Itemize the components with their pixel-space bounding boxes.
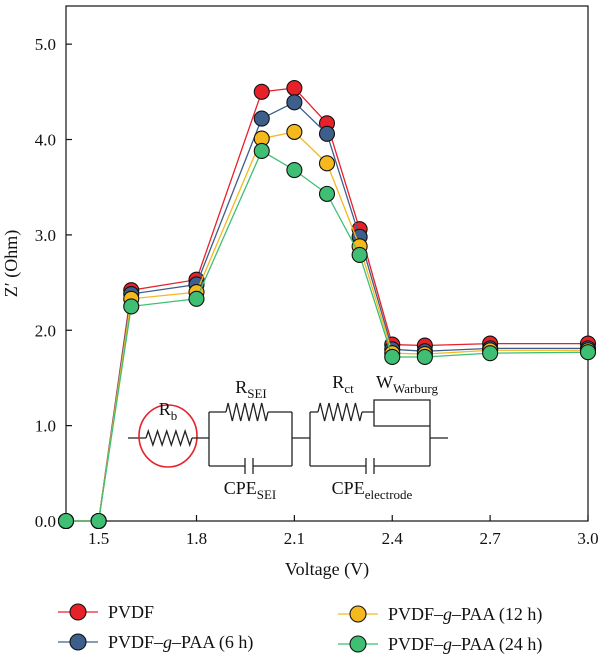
warburg-label: WWarburg: [376, 372, 438, 396]
cpe-sei-label: CPESEI: [224, 478, 277, 502]
rb-label: Rb: [159, 399, 178, 423]
data-point: [188, 290, 205, 307]
data-point: [384, 348, 401, 366]
legend-label: PVDF–g–PAA (24 h): [388, 634, 542, 655]
data-point: [253, 142, 270, 160]
data-point: [351, 246, 368, 263]
series-layer: [57, 79, 597, 530]
data-point: [253, 83, 270, 100]
y-tick-label: 1.0: [35, 417, 56, 436]
plot-frame: [65, 5, 589, 522]
resistor-rb: [145, 428, 193, 448]
y-tick-label: 2.0: [35, 321, 56, 340]
data-point: [123, 298, 140, 315]
data-point: [318, 125, 336, 142]
legend-item-3: PVDF–g–PAA (24 h): [338, 634, 542, 655]
data-point: [286, 161, 303, 179]
data-point: [416, 348, 433, 366]
x-tick-label: 2.1: [284, 529, 305, 548]
y-tick-label: 0.0: [35, 512, 56, 531]
data-point: [286, 79, 303, 97]
data-point: [579, 344, 597, 361]
legend-label: PVDF: [108, 602, 154, 622]
legend-marker: [349, 605, 367, 623]
series-line: [66, 150, 589, 522]
legend-label: PVDF–g–PAA (12 h): [388, 604, 542, 625]
wire: [208, 411, 293, 467]
x-tick-label: 1.8: [186, 529, 207, 548]
capacitor-cpe-electrode: [365, 458, 375, 474]
cpe-electrode-label: CPEelectrode: [332, 478, 413, 502]
data-point: [286, 94, 303, 111]
legend-item-2: PVDF–g–PAA (12 h): [338, 604, 542, 625]
rsei-label: RSEI: [235, 377, 267, 401]
legend-marker: [69, 633, 87, 651]
rb-highlight-circle: [138, 404, 198, 468]
x-tick-label: 2.7: [480, 529, 502, 548]
legend-item-0: PVDF: [58, 602, 154, 622]
x-tick-label: 3.0: [577, 529, 598, 548]
y-axis-title: Z′ (Ohm): [1, 230, 22, 297]
resistor-rct: [317, 402, 363, 422]
data-point: [57, 512, 75, 530]
data-point: [318, 155, 336, 172]
data-point: [90, 512, 107, 530]
data-point: [253, 110, 270, 127]
series-line: [66, 131, 588, 522]
wire: [309, 399, 431, 467]
y-tick-label: 3.0: [35, 226, 56, 245]
capacitor-cpe-sei: [244, 458, 254, 474]
legend-marker: [69, 603, 87, 621]
data-point: [286, 123, 303, 140]
x-axis-title: Voltage (V): [285, 559, 369, 580]
y-tick-label: 4.0: [35, 131, 56, 150]
x-tick-label: 2.4: [382, 529, 404, 548]
data-point: [482, 345, 499, 362]
legend-label: PVDF–g–PAA (6 h): [108, 632, 253, 653]
legend-marker: [349, 635, 367, 653]
series-2: [57, 123, 597, 530]
x-tick-label: 1.5: [88, 529, 109, 548]
axes-layer: 1.5 1.8 2.1 2.4 2.7 3.0 0.0 1.0 2.0 3.0 4.0 5.0 Volt…: [1, 5, 599, 580]
legend: PVDF PVDF–g–PAA (6 h) PVDF–g–PAA (12 h) PVD…: [58, 602, 542, 655]
series-3: [57, 142, 597, 530]
equivalent-circuit-inset: Rb RSEI CPESEI Rct WWarburg CPEelectrode: [128, 372, 448, 502]
data-point: [318, 185, 336, 202]
rct-label: Rct: [332, 372, 354, 396]
resistor-rsei: [225, 402, 269, 422]
y-tick-label: 5.0: [35, 35, 56, 54]
legend-item-1: PVDF–g–PAA (6 h): [58, 632, 253, 653]
